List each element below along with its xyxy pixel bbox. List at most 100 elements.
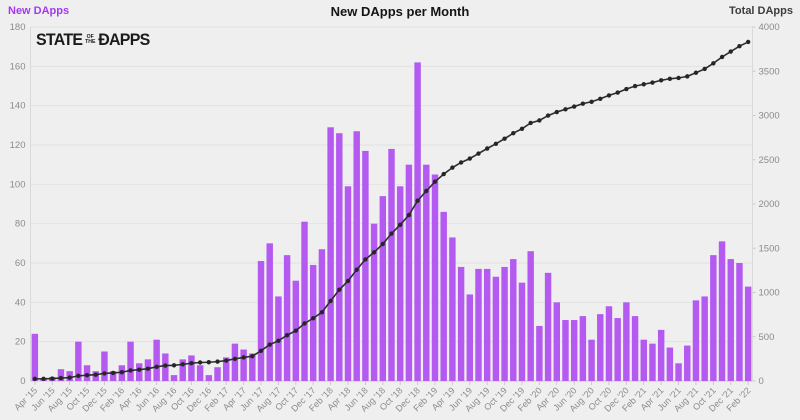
total-dapps-point-dec20[interactable] xyxy=(624,86,629,92)
bar-sep18[interactable] xyxy=(388,148,395,381)
bar-jun18[interactable] xyxy=(362,150,369,381)
total-dapps-point-jul21[interactable] xyxy=(685,74,690,79)
bar-jul19[interactable] xyxy=(475,268,482,381)
bar-jul20[interactable] xyxy=(579,316,587,381)
total-dapps-point-jan18[interactable] xyxy=(319,310,325,315)
total-dapps-point-sep15[interactable] xyxy=(76,373,81,379)
total-dapps-point-sep18[interactable] xyxy=(389,231,394,236)
bar-jan20[interactable] xyxy=(527,251,534,381)
total-dapps-point-may21[interactable] xyxy=(667,76,673,81)
bar-nov20[interactable] xyxy=(614,318,621,381)
total-dapps-point-oct20[interactable] xyxy=(606,93,612,98)
total-dapps-point-sep16[interactable] xyxy=(180,362,185,367)
bar-may20[interactable] xyxy=(562,320,569,381)
total-dapps-point-jan21[interactable] xyxy=(632,83,638,89)
bar-feb19[interactable] xyxy=(431,174,439,382)
bar-feb17[interactable] xyxy=(223,357,230,381)
bar-mar16[interactable] xyxy=(127,341,134,381)
total-dapps-point-oct17[interactable] xyxy=(293,328,299,333)
bar-jun16[interactable] xyxy=(153,339,160,381)
bar-dec16[interactable] xyxy=(205,375,213,381)
bar-jan16[interactable] xyxy=(109,371,117,381)
total-dapps-point-mar21[interactable] xyxy=(650,80,655,85)
total-dapps-point-jun15[interactable] xyxy=(50,376,55,381)
bar-dec17[interactable] xyxy=(309,264,317,381)
bar-apr16[interactable] xyxy=(136,363,143,381)
bar-nov17[interactable] xyxy=(301,221,308,381)
total-dapps-point-dec15[interactable] xyxy=(102,371,107,376)
total-dapps-point-jul15[interactable] xyxy=(58,375,64,381)
bar-oct21[interactable] xyxy=(710,255,717,381)
bar-oct19[interactable] xyxy=(501,266,508,381)
bar-feb18[interactable] xyxy=(327,127,334,381)
total-dapps-point-oct16[interactable] xyxy=(189,361,194,366)
total-dapps-point-oct18[interactable] xyxy=(397,222,403,227)
bar-aug21[interactable] xyxy=(692,300,700,381)
bar-feb22[interactable] xyxy=(744,286,752,381)
total-dapps-point-aug19[interactable] xyxy=(484,146,490,151)
bar-jan22[interactable] xyxy=(736,263,743,381)
total-dapps-point-jan19[interactable] xyxy=(424,188,429,194)
total-dapps-point-apr19[interactable] xyxy=(450,165,455,170)
total-dapps-point-jun16[interactable] xyxy=(154,364,159,370)
total-dapps-point-mar18[interactable] xyxy=(337,287,342,292)
total-dapps-point-may19[interactable] xyxy=(458,160,464,165)
total-dapps-point-dec21[interactable] xyxy=(728,49,733,54)
total-dapps-point-dec16[interactable] xyxy=(206,360,212,365)
bar-apr21[interactable] xyxy=(657,329,665,381)
bar-oct16[interactable] xyxy=(188,355,195,381)
bar-apr17[interactable] xyxy=(240,349,247,381)
total-dapps-point-nov19[interactable] xyxy=(511,131,516,136)
total-dapps-point-nov17[interactable] xyxy=(302,321,307,326)
bar-sep20[interactable] xyxy=(597,314,604,381)
bar-feb20[interactable] xyxy=(536,325,543,381)
total-dapps-point-feb20[interactable] xyxy=(537,118,542,123)
bar-apr20[interactable] xyxy=(553,302,560,381)
total-dapps-point-nov20[interactable] xyxy=(615,90,620,95)
total-dapps-point-feb19[interactable] xyxy=(432,179,438,184)
total-dapps-point-aug16[interactable] xyxy=(171,363,177,368)
total-dapps-point-jun21[interactable] xyxy=(676,75,681,81)
total-dapps-point-sep17[interactable] xyxy=(284,332,290,338)
total-dapps-point-aug15[interactable] xyxy=(67,375,72,380)
total-dapps-point-apr16[interactable] xyxy=(137,367,142,372)
total-dapps-point-may18[interactable] xyxy=(354,267,359,272)
bar-jul21[interactable] xyxy=(684,345,691,381)
total-dapps-point-oct19[interactable] xyxy=(502,136,507,141)
bar-jul17[interactable] xyxy=(266,243,273,381)
total-dapps-point-aug21[interactable] xyxy=(693,70,699,75)
total-dapps-point-may17[interactable] xyxy=(250,354,255,359)
total-dapps-point-jun19[interactable] xyxy=(467,156,472,161)
bar-nov21[interactable] xyxy=(718,241,726,381)
bar-may21[interactable] xyxy=(666,347,674,381)
bar-jan18[interactable] xyxy=(318,249,326,381)
total-dapps-point-jul17[interactable] xyxy=(267,342,272,347)
bar-may17[interactable] xyxy=(249,353,256,381)
bar-aug16[interactable] xyxy=(170,375,178,381)
total-dapps-point-feb18[interactable] xyxy=(328,298,333,304)
total-dapps-point-jun17[interactable] xyxy=(258,348,264,354)
bar-jul18[interactable] xyxy=(370,223,378,381)
bar-jan21[interactable] xyxy=(631,316,639,381)
bar-dec21[interactable] xyxy=(727,259,734,381)
bar-apr15[interactable] xyxy=(31,333,39,381)
total-dapps-point-jan20[interactable] xyxy=(528,120,533,126)
bar-mar21[interactable] xyxy=(649,343,656,381)
total-dapps-point-sep21[interactable] xyxy=(702,66,707,72)
total-dapps-point-jul20[interactable] xyxy=(580,101,586,106)
total-dapps-point-nov21[interactable] xyxy=(719,54,725,60)
total-dapps-point-sep20[interactable] xyxy=(598,96,603,101)
bar-jan19[interactable] xyxy=(423,164,430,381)
bar-mar18[interactable] xyxy=(336,133,343,381)
total-dapps-point-apr21[interactable] xyxy=(658,78,664,83)
total-dapps-point-jul18[interactable] xyxy=(371,250,377,255)
total-dapps-point-dec17[interactable] xyxy=(311,316,316,321)
total-dapps-point-jun18[interactable] xyxy=(363,257,368,262)
total-dapps-point-apr15[interactable] xyxy=(32,376,38,382)
bar-jul15[interactable] xyxy=(57,369,65,381)
bar-dec15[interactable] xyxy=(101,351,108,382)
total-dapps-point-jul19[interactable] xyxy=(476,151,481,156)
bar-dec20[interactable] xyxy=(623,302,630,381)
bar-nov16[interactable] xyxy=(196,365,204,381)
total-dapps-point-apr18[interactable] xyxy=(345,278,351,284)
